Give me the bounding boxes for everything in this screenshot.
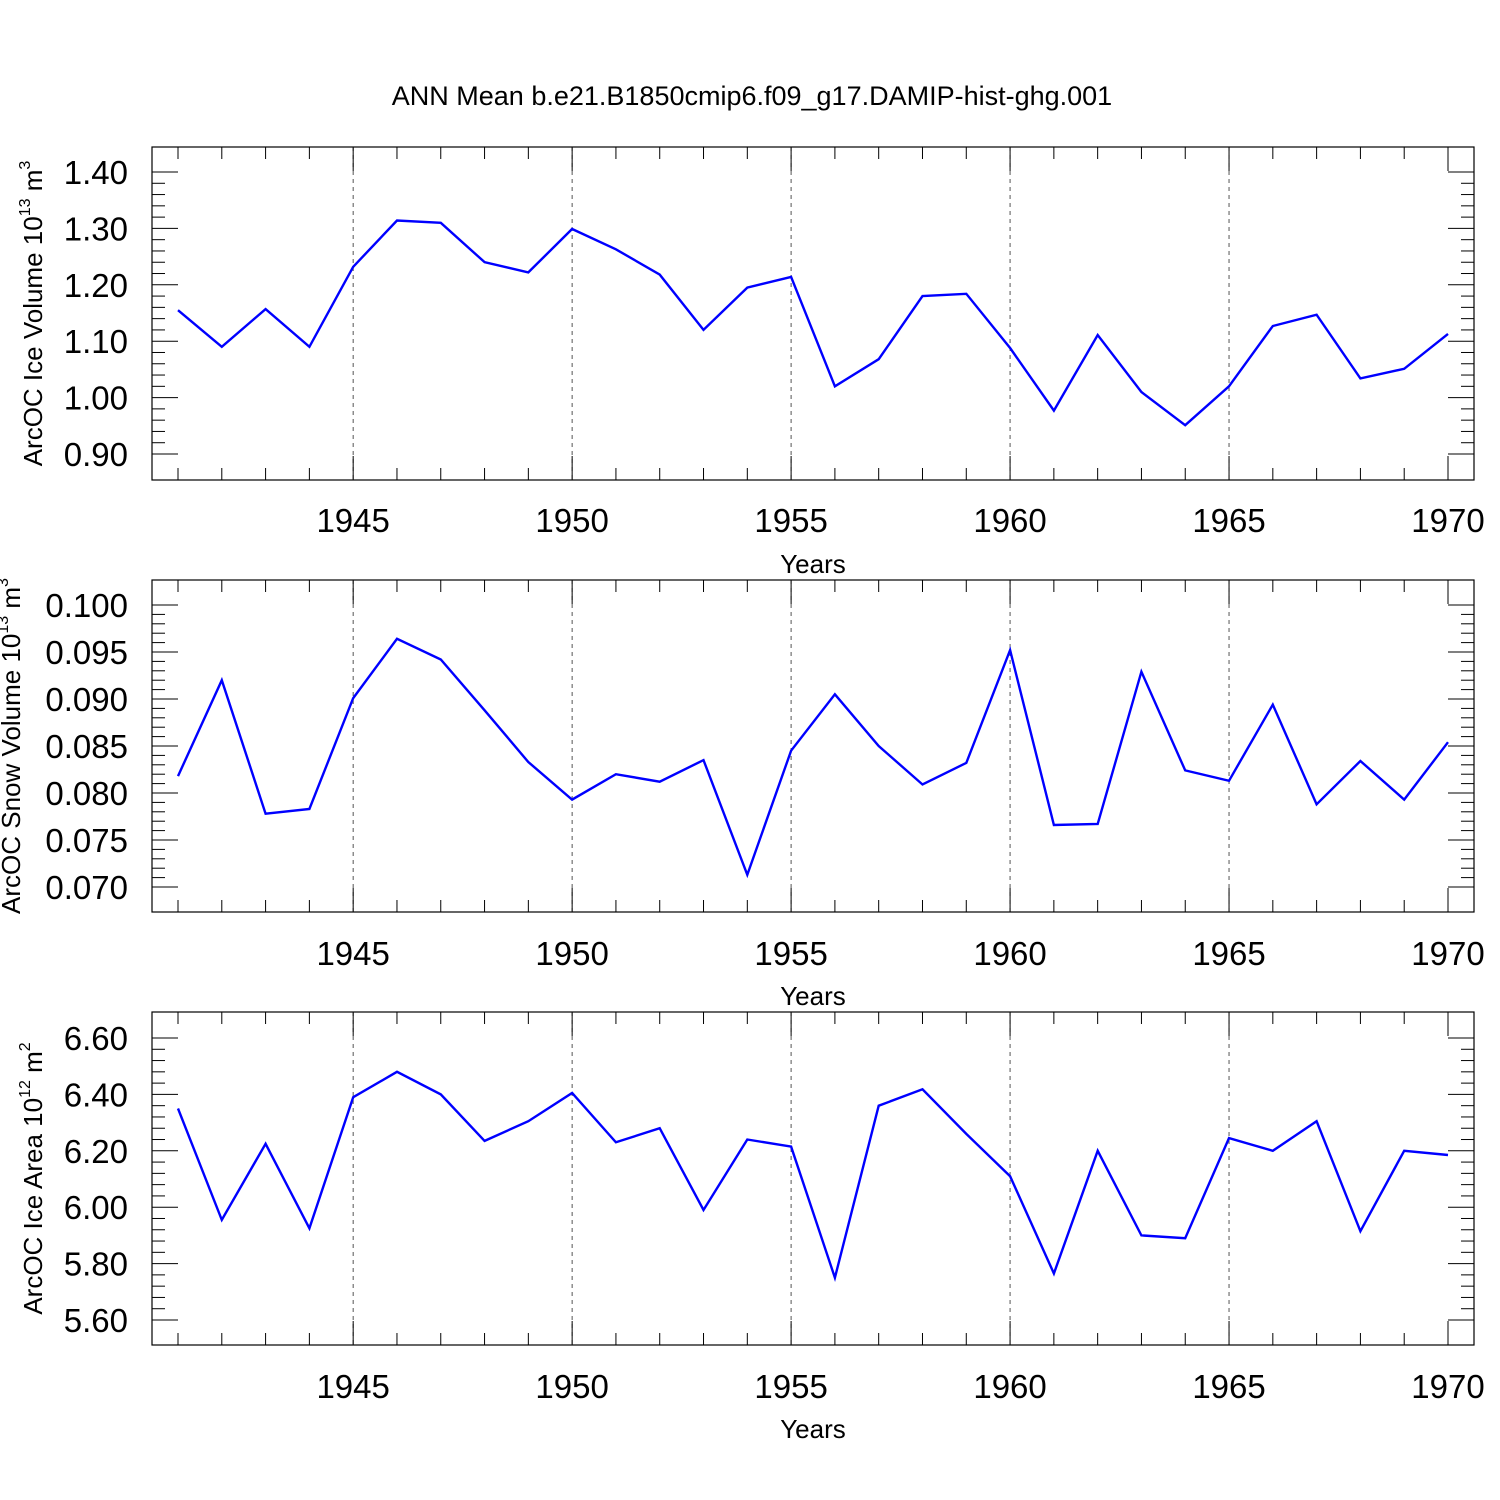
y-tick-label: 0.095 (45, 634, 128, 671)
ice-area-panel: 1945 1950 1955 1960 1965 1970 5.60 5.80 6.00 6.20… (17, 1011, 1485, 1444)
y-tick-label: 6.00 (64, 1189, 128, 1226)
y-tick-label: 1.30 (64, 210, 128, 247)
y-tick-label: 6.40 (64, 1076, 128, 1113)
figure-title: ANN Mean b.e21.B1850cmip6.f09_g17.DAMIP-… (392, 81, 1112, 111)
y-axis-title: ArcOC Snow Volume 1013 m3 (0, 578, 26, 914)
y-tick-label: 0.080 (45, 775, 128, 812)
y-tick-label: 0.075 (45, 822, 128, 859)
snow-volume-panel: 1945 1950 1955 1960 1965 1970 0.070 0.075 0.080 0… (0, 578, 1485, 1011)
y-tick-label: 5.60 (64, 1302, 128, 1339)
plot-frame (151, 579, 1475, 913)
y-tick-label: 5.80 (64, 1246, 128, 1283)
x-tick-label: 1950 (535, 502, 608, 539)
x-tick-label: 1960 (973, 935, 1046, 972)
x-tick-label: 1955 (754, 502, 827, 539)
x-tick-label: 1965 (1192, 1368, 1265, 1405)
x-tick-label: 1945 (316, 935, 389, 972)
y-tick-label: 1.10 (64, 323, 128, 360)
x-tick-label: 1955 (754, 1368, 827, 1405)
x-tick-label: 1945 (316, 502, 389, 539)
data-series-line (177, 219, 1449, 427)
x-axis-title: Years (780, 981, 846, 1011)
x-tick-label: 1955 (754, 935, 827, 972)
y-tick-label: 0.070 (45, 869, 128, 906)
data-series-line (176, 637, 1449, 879)
x-axis-title: Years (780, 549, 846, 579)
x-tick-label: 1970 (1411, 502, 1484, 539)
x-axis-title: Years (780, 1414, 846, 1444)
y-tick-label: 1.20 (64, 267, 128, 304)
x-tick-label: 1950 (535, 1368, 608, 1405)
x-tick-label: 1970 (1411, 1368, 1484, 1405)
data-series-line (176, 1070, 1449, 1282)
ice-volume-panel: 1945 1950 1955 1960 1965 1970 0.90 1.00 1.10 1.20… (17, 146, 1485, 579)
x-tick-label: 1950 (535, 935, 608, 972)
x-tick-label: 1965 (1192, 502, 1265, 539)
plot-frame (151, 1011, 1475, 1346)
y-tick-label: 1.00 (64, 380, 128, 417)
y-axis-title: ArcOC Ice Area 1012 m2 (17, 1042, 48, 1314)
x-tick-label: 1960 (973, 1368, 1046, 1405)
y-tick-label: 0.100 (45, 587, 128, 624)
y-axis-title: ArcOC Ice Volume 1013 m3 (17, 161, 48, 467)
y-tick-label: 6.60 (64, 1020, 128, 1057)
x-tick-label: 1960 (973, 502, 1046, 539)
y-tick-label: 0.90 (64, 436, 128, 473)
y-tick-label: 1.40 (64, 154, 128, 191)
y-tick-label: 0.085 (45, 728, 128, 765)
x-tick-label: 1965 (1192, 935, 1265, 972)
plot-frame (151, 146, 1475, 481)
x-tick-label: 1970 (1411, 935, 1484, 972)
x-tick-label: 1945 (316, 1368, 389, 1405)
y-tick-label: 0.090 (45, 681, 128, 718)
y-tick-label: 6.20 (64, 1133, 128, 1170)
